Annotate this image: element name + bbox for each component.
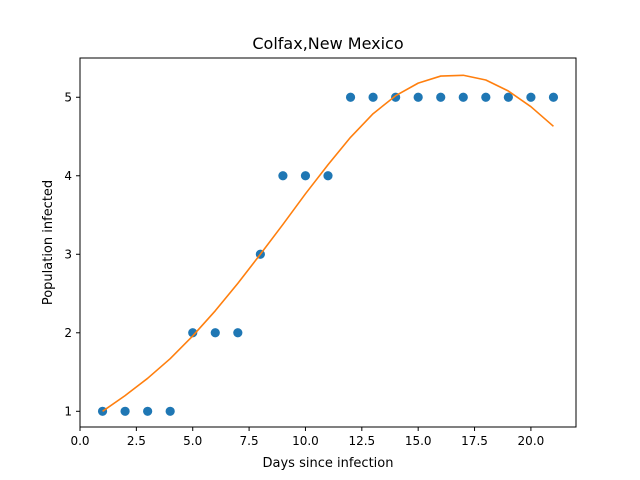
data-point bbox=[188, 328, 198, 338]
plot-frame bbox=[79, 57, 577, 428]
fit-line bbox=[102, 74, 554, 412]
data-point bbox=[345, 92, 356, 102]
data-point bbox=[300, 171, 311, 181]
y-tick-label: 4 bbox=[64, 169, 72, 183]
x-tick-label: 2.5 bbox=[127, 434, 146, 448]
x-tick-label: 10.0 bbox=[292, 434, 319, 448]
data-point bbox=[458, 92, 468, 102]
x-tick-label: 12.5 bbox=[348, 434, 375, 448]
y-tick-label: 1 bbox=[64, 404, 72, 418]
data-point bbox=[97, 406, 108, 416]
data-point bbox=[323, 171, 333, 181]
y-tick-label: 3 bbox=[64, 247, 72, 261]
data-point bbox=[436, 92, 446, 102]
x-tick-label: 5.0 bbox=[183, 434, 202, 448]
data-point bbox=[278, 171, 288, 181]
y-axis: 1 2 3 4 5 bbox=[64, 90, 80, 418]
x-axis: 0.0 2.5 5.0 7.5 10.0 12.5 15.0 17.5 20.0 bbox=[70, 427, 544, 448]
x-tick-label: 17.5 bbox=[461, 434, 488, 448]
x-axis-label: Days since infection bbox=[263, 456, 394, 471]
data-point bbox=[210, 328, 220, 338]
data-point bbox=[233, 328, 243, 338]
x-tick-label: 15.0 bbox=[405, 434, 432, 448]
data-point bbox=[503, 92, 513, 102]
x-tick-label: 0.0 bbox=[70, 434, 89, 448]
y-tick-label: 5 bbox=[64, 90, 72, 104]
data-point bbox=[368, 92, 378, 102]
data-point bbox=[165, 406, 175, 416]
data-point bbox=[481, 92, 491, 102]
y-axis-label: Population infected bbox=[41, 180, 56, 305]
plot-area bbox=[97, 74, 559, 416]
x-tick-label: 20.0 bbox=[518, 434, 545, 448]
data-point bbox=[548, 92, 559, 102]
y-tick-label: 2 bbox=[64, 326, 72, 340]
data-point bbox=[413, 92, 423, 102]
x-tick-label: 7.5 bbox=[240, 434, 259, 448]
data-point bbox=[120, 406, 130, 416]
data-point bbox=[526, 92, 536, 102]
chart-title: Colfax,New Mexico bbox=[252, 34, 403, 53]
data-point bbox=[143, 406, 153, 416]
